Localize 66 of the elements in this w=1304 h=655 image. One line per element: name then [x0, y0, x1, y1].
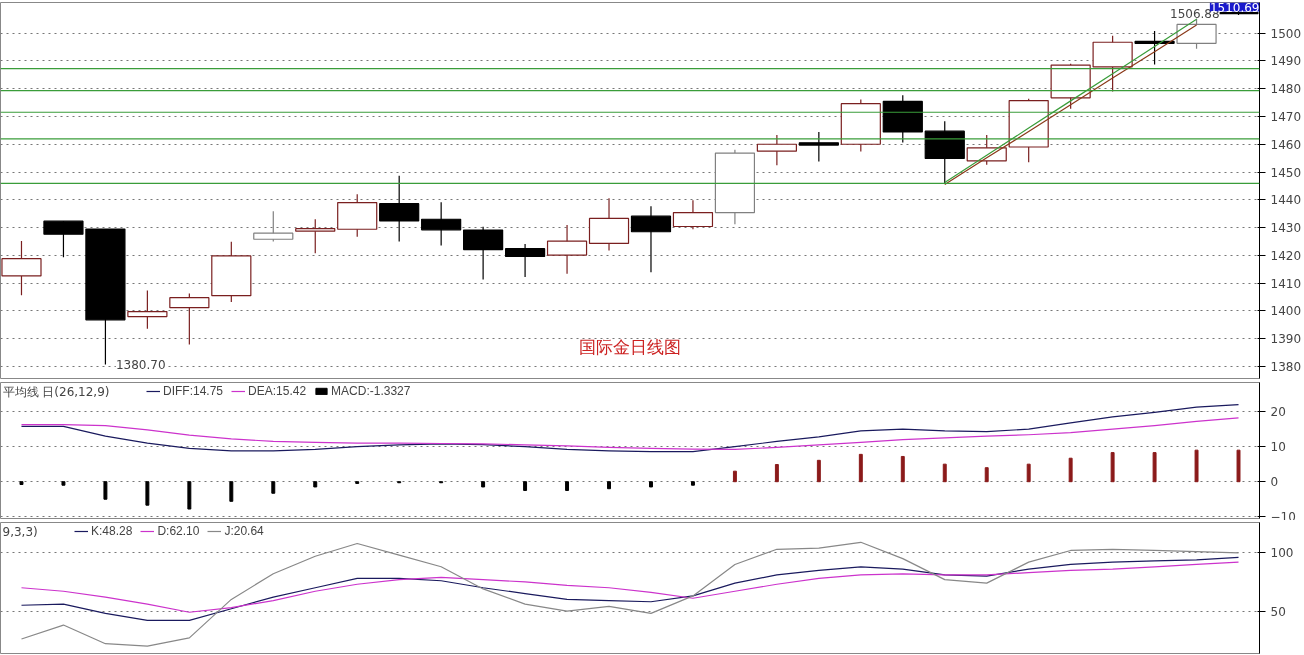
y-tick-label: 1490	[1270, 54, 1302, 69]
bar	[690, 481, 695, 486]
bar	[607, 481, 611, 490]
y-tick-label: 1460	[1270, 137, 1302, 152]
y-tick-label: 1390	[1270, 332, 1302, 347]
annotation: 1380.70	[115, 358, 166, 373]
legend-label: K:48.28	[91, 524, 133, 538]
legend-label: D:62.10	[157, 524, 200, 538]
y-tick-label: 20	[1270, 405, 1286, 420]
y-tick-label: 10	[1270, 440, 1286, 455]
line-series	[20, 541, 1240, 647]
bar	[900, 455, 905, 483]
bar	[313, 481, 318, 488]
candlestick	[295, 218, 336, 254]
y-tick-label: 1500	[1270, 26, 1302, 41]
bar	[61, 481, 66, 486]
bar	[229, 481, 234, 502]
line-series	[20, 556, 1240, 621]
bar	[942, 463, 947, 483]
bar	[481, 481, 486, 488]
y-tick-label: −10	[1270, 509, 1296, 524]
bar	[1152, 452, 1157, 483]
y-tick-label: 1410	[1270, 276, 1302, 291]
y-tick-label: 1380	[1270, 360, 1302, 375]
legend-label: DIFF:14.75	[163, 384, 224, 398]
text: 国际金日线图	[579, 337, 681, 357]
candlestick	[504, 243, 546, 278]
legend-title: 平均线 日(26,12,9)	[2, 384, 110, 399]
bar	[1236, 449, 1241, 483]
bar	[858, 453, 863, 483]
candlestick	[253, 210, 294, 243]
bar	[1110, 452, 1115, 483]
y-tick-label: 1440	[1270, 193, 1302, 208]
legend-label: DEA:15.42	[248, 384, 307, 398]
y-tick-label: 0	[1270, 475, 1279, 490]
candlestick	[127, 289, 168, 330]
legend-title: 9,3,3)	[2, 524, 38, 539]
y-tick-label: 1420	[1270, 248, 1302, 263]
line-series	[20, 561, 1240, 613]
bar	[816, 459, 821, 483]
y-tick-label: 1430	[1270, 221, 1302, 236]
bar	[1026, 463, 1031, 483]
bar	[565, 481, 570, 491]
bar	[523, 481, 528, 491]
bar	[1194, 449, 1199, 483]
line-series	[20, 403, 1240, 453]
legend-label: J:20.64	[224, 524, 264, 538]
bar	[1068, 457, 1073, 483]
y-tick-label: 50	[1270, 604, 1286, 619]
bar	[145, 481, 150, 506]
bar	[984, 467, 989, 483]
y-tick-label: 100	[1270, 546, 1294, 561]
bar	[774, 464, 779, 483]
candlestick	[798, 131, 839, 163]
bar	[649, 481, 653, 488]
bar	[187, 481, 192, 510]
line-series	[20, 417, 1240, 451]
bar	[103, 481, 108, 500]
bar	[732, 470, 737, 483]
legend-label: MACD:-1.3327	[331, 384, 411, 398]
bar	[19, 481, 24, 485]
y-tick-label: 1400	[1270, 304, 1302, 319]
y-tick-label: 1450	[1270, 165, 1302, 180]
y-tick-label: 1480	[1270, 82, 1302, 97]
y-tick-label: 1470	[1270, 109, 1302, 124]
bar	[271, 481, 276, 494]
